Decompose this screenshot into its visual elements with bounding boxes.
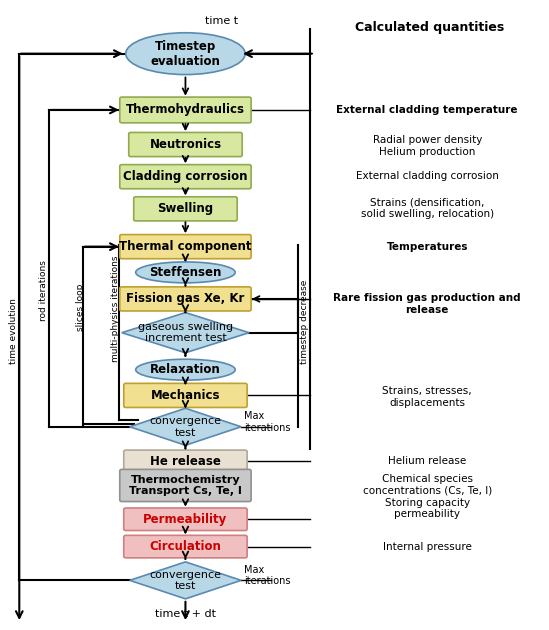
FancyBboxPatch shape <box>120 97 251 123</box>
Text: Max
iterations: Max iterations <box>244 411 290 433</box>
Ellipse shape <box>136 359 235 380</box>
Text: Internal pressure: Internal pressure <box>383 542 472 552</box>
Text: External cladding corrosion: External cladding corrosion <box>356 171 498 181</box>
Text: Circulation: Circulation <box>149 540 221 553</box>
Text: Thermohydraulics: Thermohydraulics <box>126 103 245 117</box>
FancyBboxPatch shape <box>124 450 247 472</box>
Text: Permeability: Permeability <box>143 513 228 526</box>
Text: Swelling: Swelling <box>158 202 214 215</box>
FancyBboxPatch shape <box>120 164 251 189</box>
Ellipse shape <box>126 33 245 74</box>
Text: timestep decrease: timestep decrease <box>300 279 309 364</box>
Text: Timestep
evaluation: Timestep evaluation <box>150 40 220 67</box>
FancyBboxPatch shape <box>120 234 251 259</box>
Text: Neutronics: Neutronics <box>149 138 221 151</box>
Text: time evolution: time evolution <box>9 298 18 364</box>
Text: gaseous swelling
increment test: gaseous swelling increment test <box>138 322 233 343</box>
Text: Temperatures: Temperatures <box>386 242 468 251</box>
Text: Mechanics: Mechanics <box>150 389 220 402</box>
Text: convergence
test: convergence test <box>149 416 221 438</box>
FancyBboxPatch shape <box>134 197 237 221</box>
Text: He release: He release <box>150 455 221 468</box>
Text: Steffensen: Steffensen <box>149 266 222 279</box>
Text: Rare fission gas production and
release: Rare fission gas production and release <box>333 293 521 314</box>
FancyBboxPatch shape <box>124 536 247 558</box>
Text: Thermal component: Thermal component <box>119 240 251 253</box>
Polygon shape <box>130 408 241 445</box>
FancyBboxPatch shape <box>124 383 247 408</box>
Text: Max
iterations: Max iterations <box>244 564 290 587</box>
Text: Radial power density
Helium production: Radial power density Helium production <box>373 135 482 157</box>
FancyBboxPatch shape <box>124 508 247 530</box>
Ellipse shape <box>136 262 235 283</box>
Text: Thermochemistry
Transport Cs, Te, I: Thermochemistry Transport Cs, Te, I <box>129 474 242 496</box>
Text: multi-physics iterations: multi-physics iterations <box>111 255 120 362</box>
Polygon shape <box>130 562 241 599</box>
Text: time t + dt: time t + dt <box>155 609 216 619</box>
FancyBboxPatch shape <box>120 287 251 311</box>
Text: slices loop: slices loop <box>76 284 86 331</box>
Text: Calculated quantities: Calculated quantities <box>355 21 504 35</box>
FancyBboxPatch shape <box>128 132 242 157</box>
Text: Strains, stresses,
displacements: Strains, stresses, displacements <box>383 386 472 408</box>
Text: Fission gas Xe, Kr: Fission gas Xe, Kr <box>126 292 245 306</box>
Text: rod iterations: rod iterations <box>38 260 48 321</box>
FancyBboxPatch shape <box>120 469 251 501</box>
Polygon shape <box>122 312 249 353</box>
Text: Helium release: Helium release <box>388 456 466 466</box>
Text: Chemical species
concentrations (Cs, Te, I)
Storing capacity
permeability: Chemical species concentrations (Cs, Te,… <box>362 474 492 519</box>
Text: convergence
test: convergence test <box>149 570 221 591</box>
Text: Strains (densification,
solid swelling, relocation): Strains (densification, solid swelling, … <box>361 197 494 219</box>
Text: External cladding temperature: External cladding temperature <box>337 105 518 115</box>
Text: time t: time t <box>205 16 238 26</box>
Text: Relaxation: Relaxation <box>150 363 221 376</box>
Text: Cladding corrosion: Cladding corrosion <box>123 170 248 183</box>
